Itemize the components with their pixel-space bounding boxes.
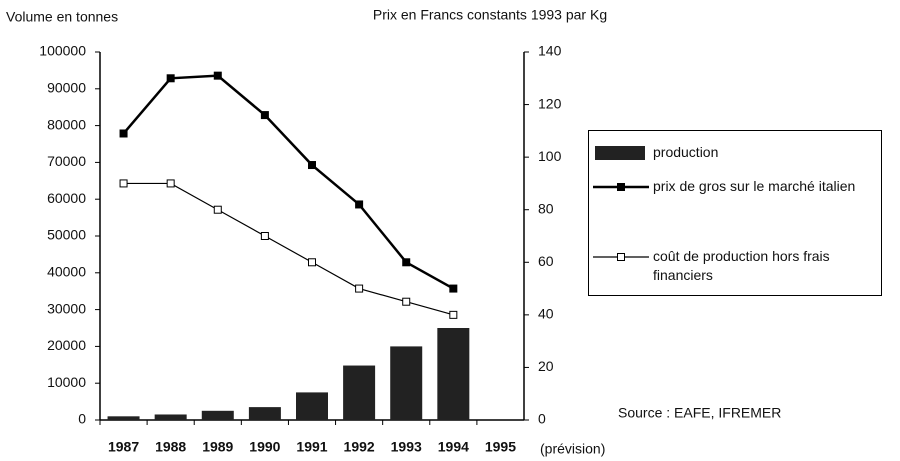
y2-tick-label: 40	[538, 306, 554, 322]
bar	[343, 365, 376, 420]
bar	[390, 346, 423, 420]
marker	[355, 200, 364, 209]
y-tick-label: 30000	[47, 300, 86, 316]
legend: production prix de gros sur le marché ita…	[588, 130, 882, 296]
marker	[402, 297, 411, 306]
x-tick-label: 1989	[202, 439, 233, 455]
legend-swatch-marker	[617, 253, 625, 261]
y-tick-label: 60000	[47, 190, 86, 206]
marker	[166, 179, 175, 188]
x-tick-label: 1994	[438, 439, 469, 455]
bar	[201, 410, 234, 420]
y-tick-label: 40000	[47, 264, 86, 280]
marker	[449, 310, 458, 319]
y-tick-label: 80000	[47, 116, 86, 132]
marker	[119, 179, 128, 188]
x-tick-label: 1987	[108, 439, 139, 455]
marker	[260, 111, 269, 120]
x-tick-label: 1990	[249, 439, 280, 455]
x-tick-label: 1988	[155, 439, 186, 455]
x-tick-label: 1993	[391, 439, 422, 455]
bar	[248, 407, 281, 420]
y2-tick-label: 60	[538, 253, 554, 269]
marker	[308, 161, 316, 170]
legend-swatch-bar	[595, 146, 645, 160]
y2-axis-label: Prix en Francs constants 1993 par Kg	[373, 7, 607, 23]
legend-swatch	[593, 183, 649, 191]
y-tick-label: 70000	[47, 153, 86, 169]
annotation: (prévision)	[540, 441, 605, 457]
legend-swatch	[595, 146, 645, 160]
marker	[213, 71, 222, 80]
y2-tick-label: 0	[538, 411, 546, 427]
line	[123, 182, 454, 316]
marker	[213, 205, 222, 214]
marker	[119, 129, 128, 138]
marker	[355, 284, 364, 293]
legend-label: coût de production hors frais financiers	[653, 248, 830, 283]
bar	[296, 392, 328, 420]
y-axis-label: Volume en tonnes	[6, 9, 118, 25]
y2-tick-label: 80	[538, 200, 554, 216]
y-tick-label: 50000	[47, 227, 86, 243]
legend-label: prix de gros sur le marché italien	[653, 178, 856, 194]
legend-label: production	[653, 144, 719, 160]
bar	[437, 328, 470, 420]
source-note: Source : EAFE, IFREMER	[618, 405, 781, 421]
x-tick-label: 1995	[485, 439, 516, 455]
legend-swatch	[593, 253, 649, 261]
x-tick-label: 1991	[296, 439, 327, 455]
legend-swatch-marker	[617, 183, 625, 191]
y2-tick-label: 100	[538, 148, 562, 164]
y-tick-label: 20000	[47, 337, 86, 353]
marker	[449, 284, 458, 293]
y2-tick-label: 20	[538, 358, 554, 374]
x-tick-label: 1992	[344, 439, 375, 455]
y-tick-label: 100000	[39, 43, 86, 59]
line	[122, 74, 454, 290]
marker	[166, 74, 175, 83]
marker	[260, 232, 269, 240]
y2-tick-label: 120	[538, 95, 562, 111]
bar	[154, 414, 187, 420]
y-tick-label: 90000	[47, 80, 86, 96]
marker	[308, 258, 316, 267]
y-tick-label: 0	[78, 411, 86, 427]
y2-tick-label: 140	[538, 43, 562, 59]
bar	[107, 416, 140, 420]
y-tick-label: 10000	[47, 374, 86, 390]
marker	[402, 258, 411, 267]
